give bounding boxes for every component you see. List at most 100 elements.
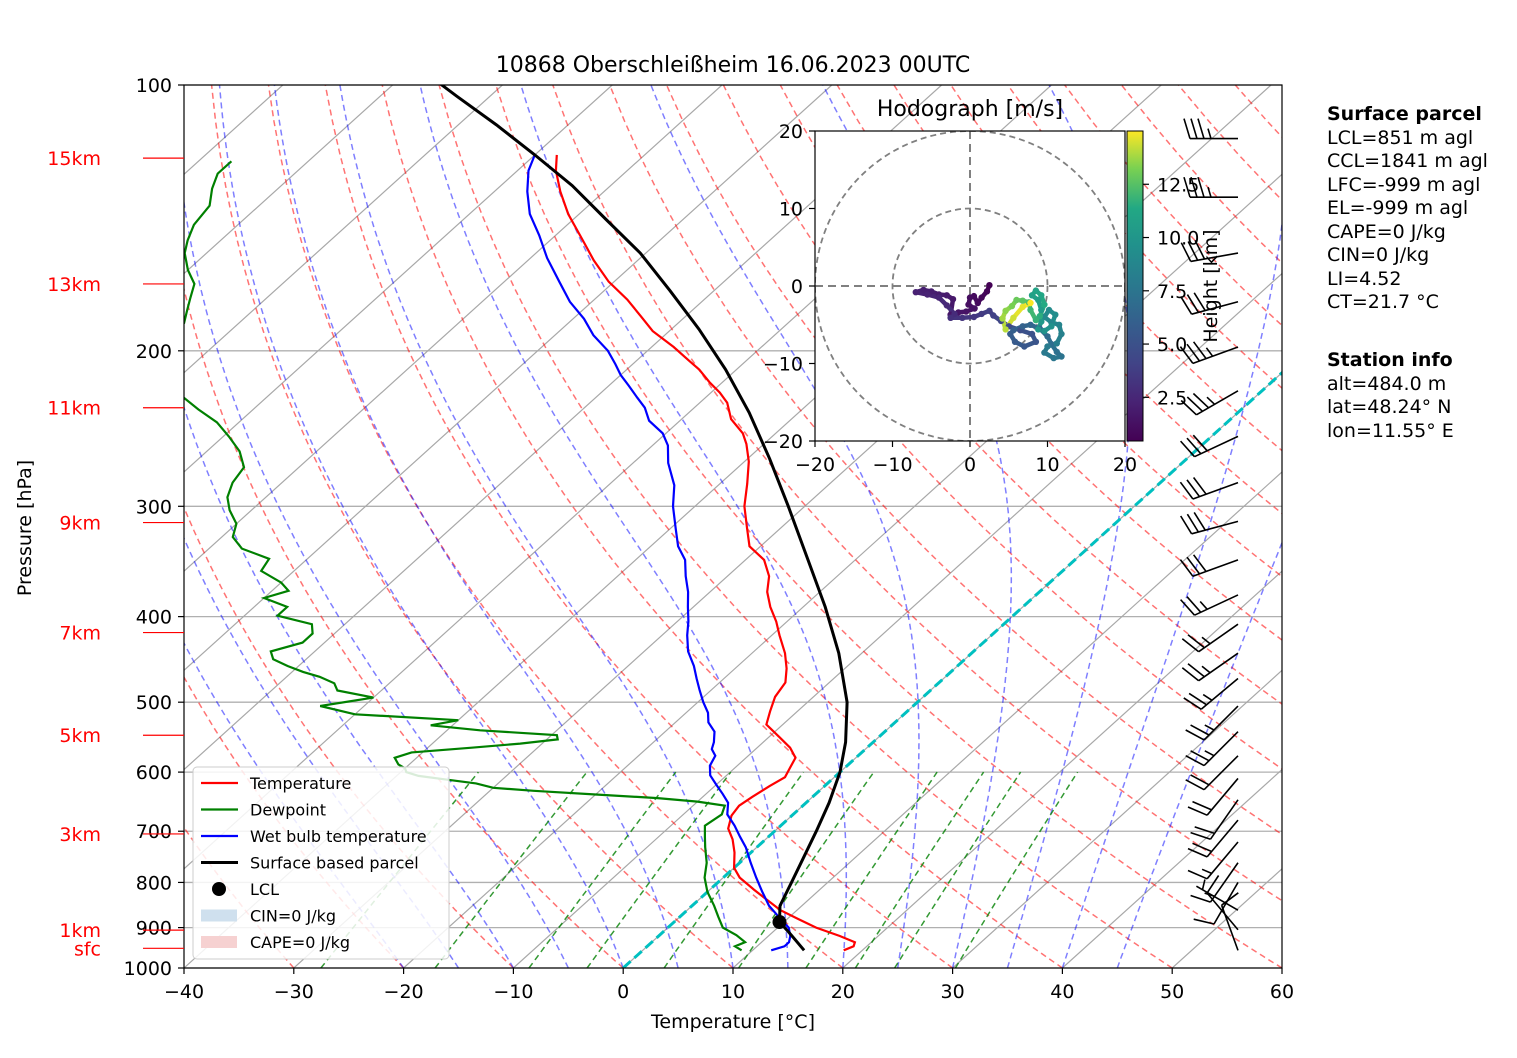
wind-barb-staff [1207, 842, 1238, 879]
x-tick-label: −30 [274, 981, 314, 1003]
station-info: Station info alt=484.0 m lat=48.24° N lo… [1327, 349, 1454, 443]
mixing-ratio-line [895, 772, 1021, 968]
hodograph-point [1002, 326, 1008, 332]
hodograph-y-tick-label: 0 [791, 276, 803, 298]
station-info-heading: Station info [1327, 349, 1454, 373]
hodograph-point [944, 302, 950, 308]
legend-label: CAPE=0 J/kg [250, 933, 350, 952]
hodograph-point [947, 315, 953, 321]
legend-label: Temperature [249, 774, 351, 793]
y-tick-label: 200 [136, 341, 172, 363]
hodograph-point [1048, 323, 1054, 329]
hodograph-point [1009, 303, 1015, 309]
hodograph-point [1041, 349, 1047, 355]
hodograph-y-tick-label: −10 [763, 354, 803, 376]
hodograph-x-tick-label: 20 [1113, 454, 1137, 476]
hodograph-point [1029, 331, 1035, 337]
legend-label: Wet bulb temperature [250, 827, 427, 846]
height-tick-label: 7km [59, 623, 101, 645]
wind-barb-half-flag [1202, 666, 1210, 673]
hodograph-y-tick-label: 10 [779, 199, 803, 221]
station-info-line: alt=484.0 m [1327, 373, 1454, 397]
legend: Temperature Dewpoint Wet bulb temperature S… [193, 767, 449, 959]
y-tick-label: 300 [136, 496, 172, 518]
height-tick-label: 1km [59, 920, 101, 942]
hodograph-point [1033, 339, 1039, 345]
hodograph-point [1021, 343, 1027, 349]
wind-barb-half-flag [1205, 725, 1214, 730]
wind-barb-flag [1195, 827, 1215, 834]
height-tick-label: 11km [47, 398, 101, 420]
wind-barb-half-flag [1203, 880, 1205, 890]
hodograph-point [1038, 292, 1044, 298]
hodograph-point [990, 312, 996, 318]
legend-label: LCL [250, 880, 279, 899]
hodograph-point [1033, 317, 1039, 323]
hodograph-point [1038, 318, 1044, 324]
hodograph-point [1020, 323, 1026, 329]
surface-parcel-line: EL=-999 m agl [1327, 197, 1488, 221]
legend-label: Dewpoint [250, 801, 326, 820]
hodograph-point [1046, 307, 1052, 313]
hodograph-point [978, 311, 984, 317]
hodograph-point [1010, 327, 1016, 333]
wind-barb-staff [1195, 595, 1239, 615]
wind-barb-flag [1198, 119, 1204, 139]
wind-barb-half-flag [1208, 129, 1211, 139]
y-tick-label: 400 [136, 607, 172, 629]
y-tick-label: 100 [136, 75, 172, 97]
hodograph-point [1027, 307, 1033, 313]
wind-barb-flag [1222, 893, 1239, 905]
hodograph-point [959, 315, 965, 321]
surface-parcel-line: LCL=851 m agl [1327, 127, 1488, 151]
hodograph-point [950, 296, 956, 302]
wind-barb-half-flag [1203, 695, 1212, 701]
colorbar-tick-label: 2.5 [1157, 387, 1187, 409]
legend-label: Surface based parcel [250, 854, 419, 873]
hodograph-point [986, 282, 992, 288]
surface-parcel-line: CCL=1841 m agl [1327, 150, 1488, 174]
hodograph-point [1058, 353, 1064, 359]
y-tick-label: 600 [136, 762, 172, 784]
hodograph-point [1020, 304, 1026, 310]
surface-parcel-line: LI=4.52 [1327, 268, 1488, 292]
hodograph-point [1027, 300, 1033, 306]
wind-barb-half-flag [1206, 348, 1212, 356]
y-tick-label: 500 [136, 692, 172, 714]
station-info-line: lat=48.24° N [1327, 396, 1454, 420]
colorbar-tick-label: 7.5 [1157, 281, 1187, 303]
station-info-line: lon=11.55° E [1327, 420, 1454, 444]
hodograph-point [1027, 322, 1033, 328]
surface-parcel-line: LFC=-999 m agl [1327, 174, 1488, 198]
hodograph-point [1052, 312, 1058, 318]
wind-barb-flag [1194, 919, 1214, 924]
y-axis-label: Pressure [hPa] [14, 460, 36, 596]
hodograph-point [1051, 355, 1057, 361]
hodograph-point [963, 308, 969, 314]
mixing-ratio-line [855, 772, 983, 968]
x-tick-label: 0 [617, 981, 629, 1003]
wind-barb-flag [1184, 119, 1190, 139]
x-tick-label: −20 [384, 981, 424, 1003]
hodograph-point [913, 289, 919, 295]
hodograph-point [967, 294, 973, 300]
hodograph-point [1044, 343, 1050, 349]
height-tick-label: 9km [59, 513, 101, 535]
colorbar-tick-label: 5.0 [1157, 334, 1187, 356]
wind-barb-half-flag [1205, 751, 1214, 756]
hodograph-point [1054, 349, 1060, 355]
surface-parcel-line: CT=21.7 °C [1327, 291, 1488, 315]
x-axis-label: Temperature [°C] [650, 1011, 815, 1033]
hodograph-point [1020, 298, 1026, 304]
hodograph-point [1002, 308, 1008, 314]
colorbar-label: Height [km] [1200, 229, 1222, 342]
hodograph-point [1041, 328, 1047, 334]
wind-barb-flag [1191, 896, 1211, 903]
x-tick-label: 20 [831, 981, 855, 1003]
hodograph-point [1054, 340, 1060, 346]
hodograph-point [924, 291, 930, 297]
hodograph-x-tick-label: 0 [964, 454, 976, 476]
hodograph-point [1041, 301, 1047, 307]
hodograph-point [1010, 315, 1016, 321]
